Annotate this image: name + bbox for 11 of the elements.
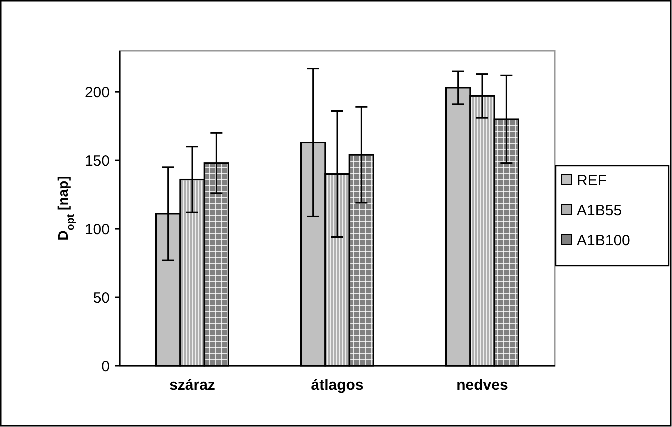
x-tick-label: nedves	[456, 377, 508, 394]
legend-label: A1B100	[577, 232, 630, 250]
legend-label: A1B55	[577, 202, 622, 220]
y-tick-label: 150	[84, 152, 110, 170]
y-tick-label: 100	[84, 221, 110, 238]
legend-label: REF	[577, 172, 607, 190]
y-tick-label: 200	[84, 84, 110, 102]
x-tick-label: száraz	[170, 377, 216, 394]
y-tick-label: 0	[102, 358, 110, 376]
y-tick-label: 50	[93, 290, 110, 307]
x-tick-label: átlagos	[311, 377, 364, 394]
